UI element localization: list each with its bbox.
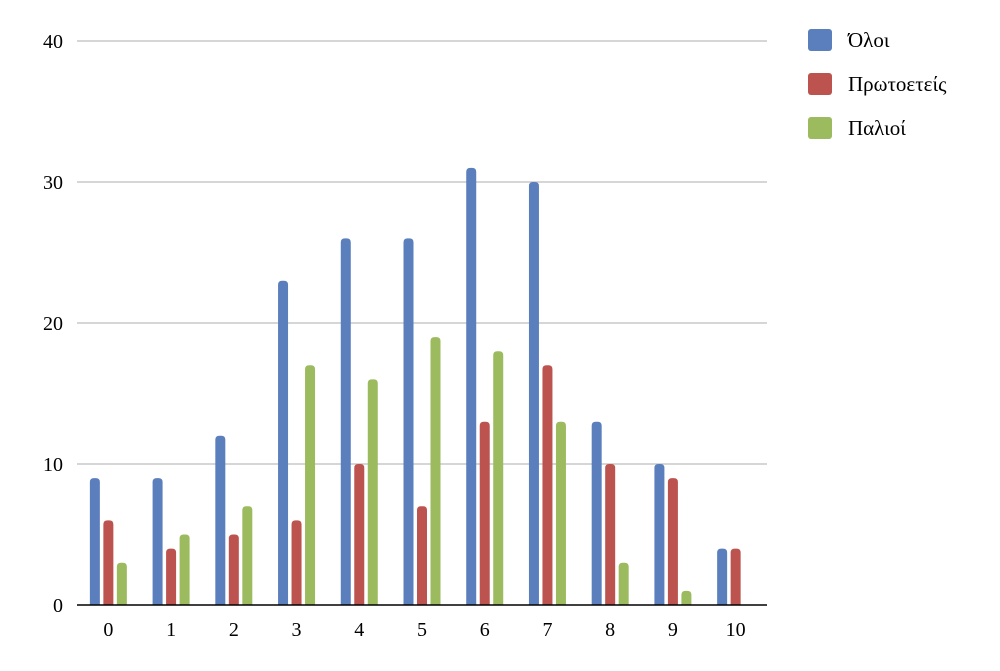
bar-2-6 (479, 421, 490, 605)
y-tick-label: 40 (43, 31, 63, 53)
bar-2-8 (605, 464, 616, 605)
bar-1-4 (340, 238, 351, 605)
y-tick-label: 20 (43, 313, 63, 335)
legend-label: Παλιοί (848, 116, 906, 140)
x-tick-label: 6 (480, 619, 490, 641)
x-tick-label: 2 (229, 619, 239, 641)
bar-1-2 (215, 435, 226, 605)
legend-label: Όλοι (847, 28, 890, 52)
x-tick-label: 8 (605, 619, 615, 641)
bar-1-3 (278, 280, 289, 605)
bar-2-4 (354, 464, 365, 605)
bar-3-7 (555, 421, 566, 605)
bar-2-3 (291, 520, 302, 605)
legend: Όλοι Πρωτοετείς Παλιοί (808, 28, 947, 140)
x-tick-label: 10 (726, 619, 746, 641)
grid-lines (77, 40, 767, 465)
legend-swatch (808, 73, 832, 95)
x-tick-label: 9 (668, 619, 678, 641)
legend-swatch (808, 29, 832, 51)
bar-1-8 (591, 421, 602, 605)
legend-label: Πρωτοετείς (848, 72, 947, 96)
bar-1-6 (466, 167, 477, 605)
bar-3-5 (430, 337, 441, 605)
bar-3-8 (618, 562, 629, 605)
bar-3-2 (242, 506, 253, 605)
bar-3-0 (116, 562, 127, 605)
bar-1-0 (89, 478, 100, 605)
x-tick-label: 0 (103, 619, 113, 641)
bar-1-9 (654, 464, 665, 605)
bar-2-10 (730, 548, 741, 605)
y-tick-label: 10 (43, 454, 63, 476)
bar-2-0 (103, 520, 114, 605)
bar-1-7 (528, 182, 539, 605)
legend-swatch (808, 117, 832, 139)
x-tick-label: 5 (417, 619, 427, 641)
x-tick-label: 3 (292, 619, 302, 641)
bar-3-3 (305, 365, 316, 605)
x-tick-label: 7 (542, 619, 552, 641)
bar-2-2 (228, 534, 239, 605)
bar-2-1 (166, 548, 177, 605)
bar-2-7 (542, 365, 553, 605)
bar-1-10 (717, 548, 728, 605)
y-tick-label: 0 (53, 595, 63, 617)
axes: 0 10 20 30 40 0 1 2 3 4 5 6 7 8 9 10 (43, 31, 767, 641)
x-tick-label: 1 (166, 619, 176, 641)
bar-3-1 (179, 534, 190, 605)
y-tick-label: 30 (43, 172, 63, 194)
bar-1-5 (403, 238, 414, 605)
x-tick-label: 4 (354, 619, 364, 641)
bar-3-4 (367, 379, 378, 605)
bar-3-9 (681, 590, 692, 605)
bar-2-5 (417, 506, 427, 605)
bars (89, 167, 741, 605)
bar-3-6 (493, 351, 504, 605)
bar-2-9 (667, 478, 678, 605)
bar-1-1 (152, 478, 163, 605)
